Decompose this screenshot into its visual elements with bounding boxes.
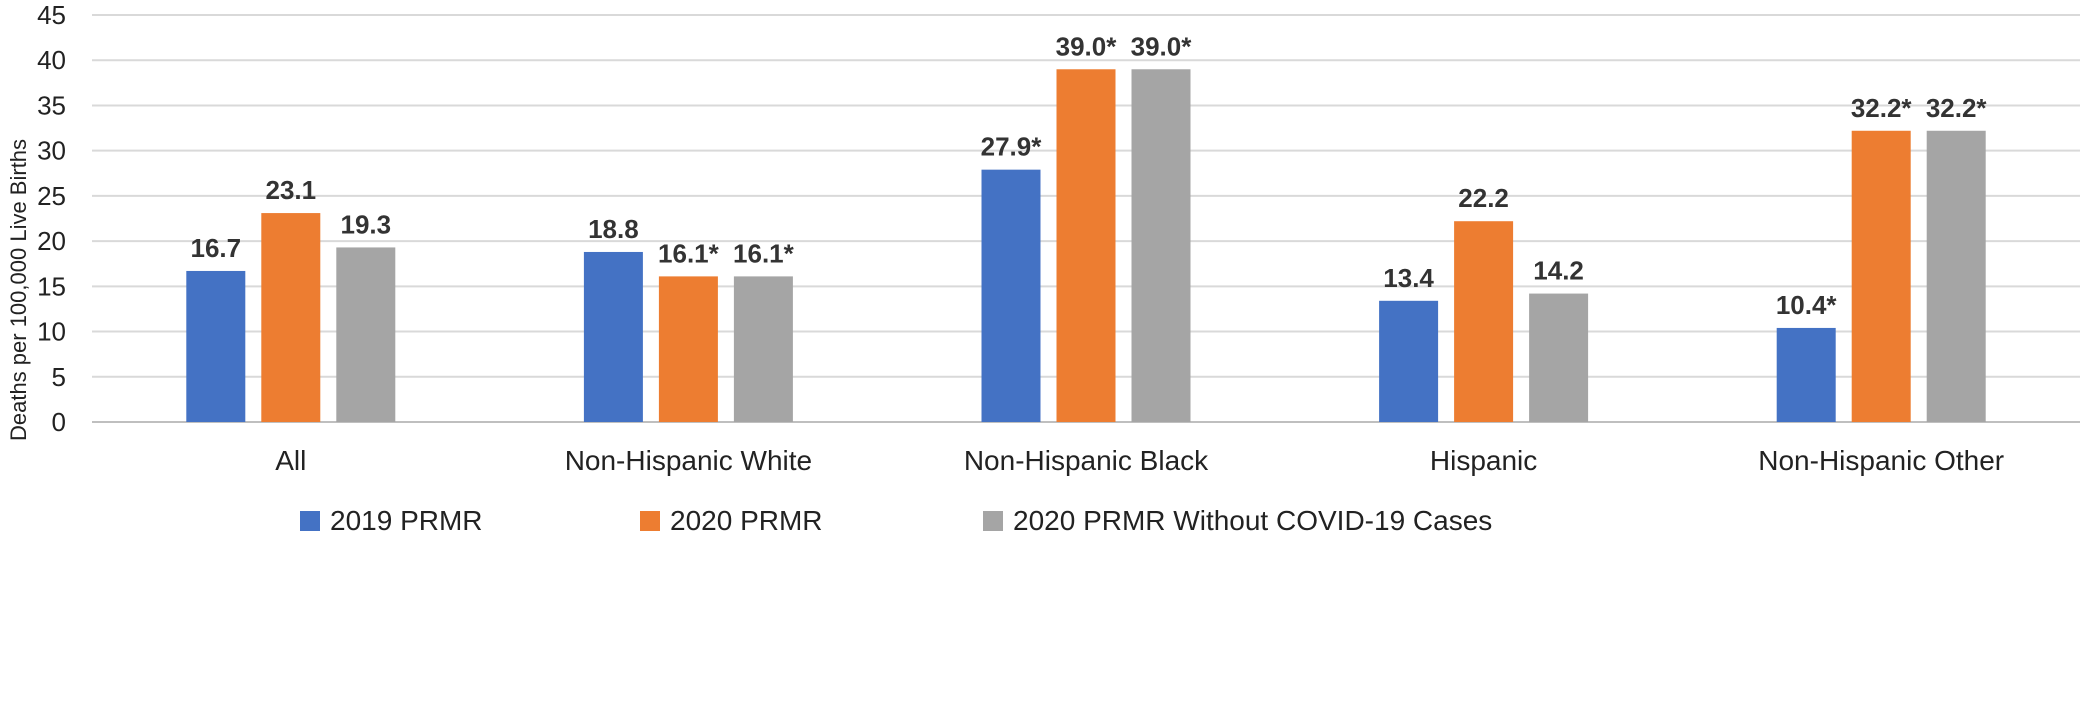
legend: 2019 PRMR 2020 PRMR 2020 PRMR Without COVI… bbox=[300, 505, 1492, 536]
legend-label: 2020 PRMR bbox=[670, 505, 823, 536]
bar bbox=[1926, 130, 1986, 422]
bar bbox=[261, 213, 321, 422]
y-axis-ticks: 0 5 10 15 20 25 30 35 40 45 bbox=[37, 0, 66, 437]
y-tick-label: 25 bbox=[37, 181, 66, 211]
y-tick-label: 15 bbox=[37, 271, 66, 301]
y-tick-label: 20 bbox=[37, 226, 66, 256]
bars bbox=[186, 69, 1986, 423]
data-label: 22.2 bbox=[1458, 183, 1509, 213]
legend-label: 2019 PRMR bbox=[330, 505, 483, 536]
bar bbox=[1529, 293, 1589, 422]
bar bbox=[1454, 221, 1514, 422]
data-label: 23.1 bbox=[265, 175, 316, 205]
legend-swatch bbox=[983, 511, 1003, 531]
data-label: 18.8 bbox=[588, 214, 639, 244]
y-tick-label: 0 bbox=[52, 407, 66, 437]
data-label: 14.2 bbox=[1533, 256, 1584, 286]
bar bbox=[1131, 69, 1191, 423]
data-label: 39.0* bbox=[1056, 31, 1118, 61]
data-label: 13.4 bbox=[1383, 263, 1434, 293]
legend-swatch bbox=[640, 511, 660, 531]
data-labels: 16.7 23.1 19.3 18.8 16.1* 16.1* 27.9* 39.0* 39.0… bbox=[190, 31, 1987, 320]
y-tick-label: 30 bbox=[37, 136, 66, 166]
y-tick-label: 40 bbox=[37, 45, 66, 75]
data-label: 10.4* bbox=[1776, 290, 1838, 320]
y-axis-label: Deaths per 100,000 Live Births bbox=[6, 139, 31, 441]
bar bbox=[583, 251, 643, 422]
bar bbox=[1851, 130, 1911, 422]
bar bbox=[658, 276, 718, 422]
category-label: Hispanic bbox=[1430, 445, 1537, 476]
category-label: Non-Hispanic Other bbox=[1758, 445, 2004, 476]
bar bbox=[336, 247, 396, 422]
bar bbox=[981, 169, 1041, 422]
category-label: All bbox=[275, 445, 306, 476]
category-label: Non-Hispanic Black bbox=[964, 445, 1209, 476]
data-label: 32.2* bbox=[1851, 93, 1913, 123]
data-label: 16.1* bbox=[658, 238, 720, 268]
category-labels: All Non-Hispanic White Non-Hispanic Black H… bbox=[275, 445, 2004, 476]
data-label: 39.0* bbox=[1131, 31, 1193, 61]
legend-swatch bbox=[300, 511, 320, 531]
category-label: Non-Hispanic White bbox=[565, 445, 812, 476]
bar bbox=[1056, 69, 1116, 423]
y-tick-label: 10 bbox=[37, 317, 66, 347]
bar bbox=[186, 270, 246, 422]
y-tick-label: 35 bbox=[37, 90, 66, 120]
y-tick-label: 45 bbox=[37, 0, 66, 30]
bar bbox=[733, 276, 793, 422]
data-label: 16.1* bbox=[733, 238, 795, 268]
bar bbox=[1379, 300, 1439, 422]
data-label: 19.3 bbox=[340, 209, 391, 239]
data-label: 32.2* bbox=[1926, 93, 1988, 123]
data-label: 16.7 bbox=[190, 233, 241, 263]
data-label: 27.9* bbox=[981, 132, 1043, 162]
bar bbox=[1776, 327, 1836, 422]
y-tick-label: 5 bbox=[52, 362, 66, 392]
legend-label: 2020 PRMR Without COVID-19 Cases bbox=[1013, 505, 1492, 536]
